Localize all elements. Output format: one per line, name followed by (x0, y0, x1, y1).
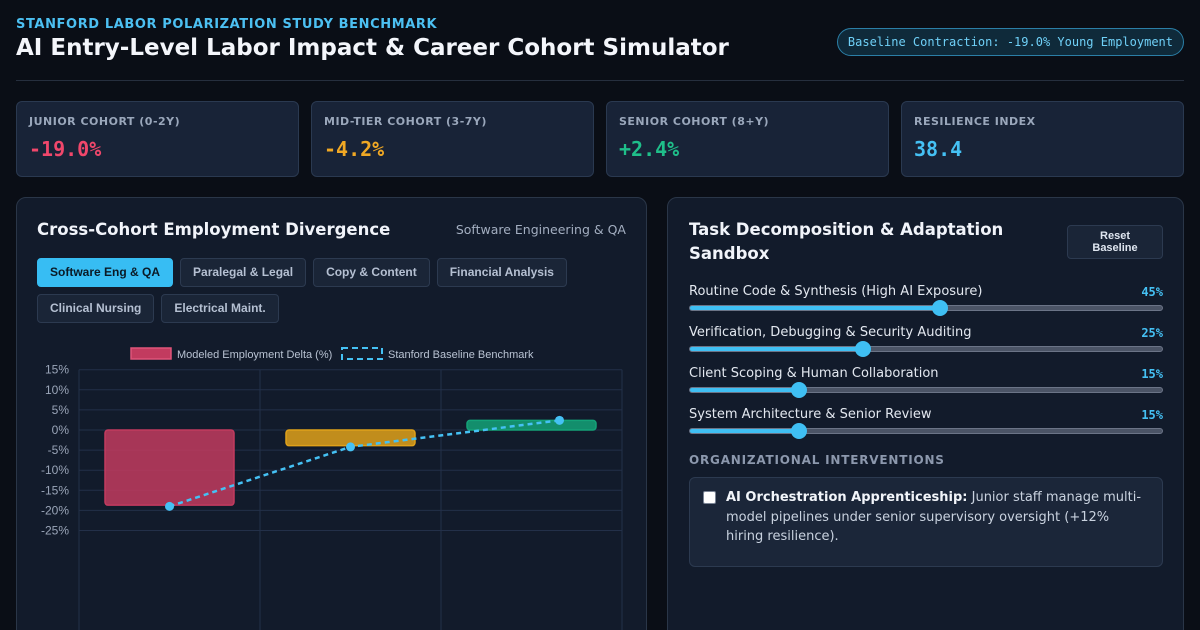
slider-thumb[interactable] (790, 382, 807, 398)
reset-baseline-button[interactable]: Reset Baseline (1067, 225, 1163, 259)
legend-swatch-benchmark (341, 347, 383, 360)
legend-label-benchmark: Stanford Baseline Benchmark (388, 349, 534, 361)
slider-label: Client Scoping & Human Collaboration (689, 366, 939, 381)
divergence-panel: Cross-Cohort Employment Divergence Softw… (16, 197, 647, 630)
bar-0 (104, 429, 235, 506)
apprenticeship-checkbox[interactable] (703, 491, 716, 504)
kpi-label: MID-TIER COHORT (3-7Y) (324, 115, 487, 128)
y-tick-label: 15% (45, 363, 69, 377)
y-tick-label: -15% (41, 483, 69, 497)
y-tick-label: -25% (41, 524, 69, 538)
bar-2 (466, 419, 597, 431)
page-title: AI Entry-Level Labor Impact & Career Coh… (16, 35, 729, 61)
slider-value: 45% (1141, 285, 1163, 299)
tab-clinical-nursing[interactable]: Clinical Nursing (37, 294, 155, 323)
intervention-title: AI Orchestration Apprenticeship: (726, 490, 968, 505)
baseline-badge: Baseline Contraction: -19.0% Young Emplo… (836, 28, 1184, 56)
sandbox-title: Task Decomposition & Adaptation Sandbox (689, 218, 1003, 266)
slider-thumb[interactable] (932, 300, 949, 316)
tab-software-eng[interactable]: Software Eng & QA (37, 258, 174, 287)
slider-fill (690, 429, 799, 433)
tab-paralegal[interactable]: Paralegal & Legal (180, 258, 307, 287)
kpi-card-mid: MID-TIER COHORT (3-7Y) -4.2% (311, 101, 594, 177)
tab-copy-content[interactable]: Copy & Content (313, 258, 430, 287)
y-tick-label: 0% (52, 423, 70, 437)
benchmark-point-1 (346, 442, 355, 452)
header-divider (16, 80, 1184, 81)
sandbox-panel: Task Decomposition & Adaptation Sandbox … (667, 197, 1184, 630)
kpi-label: JUNIOR COHORT (0-2Y) (29, 115, 181, 128)
slider-track[interactable] (689, 423, 1163, 439)
eyebrow-label: STANFORD LABOR POLARIZATION STUDY BENCHM… (16, 17, 438, 32)
slider-client-scoping: Client Scoping & Human Collaboration 15% (689, 366, 1163, 404)
slider-label: Routine Code & Synthesis (High AI Exposu… (689, 284, 983, 299)
kpi-card-junior: JUNIOR COHORT (0-2Y) -19.0% (16, 101, 299, 177)
y-tick-label: -20% (41, 503, 69, 517)
occupation-tabs: Software Eng & QA Paralegal & Legal Copy… (37, 258, 597, 323)
chart-panel-subtitle: Software Engineering & QA (455, 222, 626, 237)
chart-panel-title: Cross-Cohort Employment Divergence (37, 220, 391, 239)
kpi-card-senior: SENIOR COHORT (8+Y) +2.4% (606, 101, 889, 177)
legend-swatch-delta (130, 347, 172, 360)
slider-thumb[interactable] (855, 341, 872, 357)
slider-track[interactable] (689, 382, 1163, 398)
slider-routine-code: Routine Code & Synthesis (High AI Exposu… (689, 284, 1163, 322)
y-tick-label: 10% (45, 383, 69, 397)
benchmark-point-2 (555, 415, 564, 425)
reset-label-line-2: Baseline (1092, 242, 1138, 254)
slider-label: Verification, Debugging & Security Audit… (689, 325, 972, 340)
tab-electrical-maint[interactable]: Electrical Maint. (161, 294, 279, 323)
kpi-value: 38.4 (914, 137, 963, 161)
kpi-label: SENIOR COHORT (8+Y) (619, 115, 770, 128)
sandbox-title-line-2: Sandbox (689, 244, 770, 263)
kpi-value: -19.0% (29, 137, 102, 161)
kpi-card-resilience: RESILIENCE INDEX 38.4 (901, 101, 1184, 177)
slider-value: 15% (1141, 408, 1163, 422)
slider-track[interactable] (689, 300, 1163, 316)
slider-value: 25% (1141, 326, 1163, 340)
sandbox-title-line-1: Task Decomposition & Adaptation (689, 220, 1004, 239)
reset-label-line-1: Reset (1100, 230, 1130, 242)
divergence-chart: 15% 10% 5% 0% -5% -10% -15% -20% -25% Modeled Emp… (41, 347, 623, 630)
y-tick-label: -10% (41, 463, 69, 477)
slider-system-architecture: System Architecture & Senior Review 15% (689, 407, 1163, 445)
legend-label-delta: Modeled Employment Delta (%) (177, 349, 332, 361)
kpi-value: -4.2% (324, 137, 385, 161)
y-tick-label: 5% (52, 403, 70, 417)
slider-fill (690, 388, 799, 392)
intervention-description: AI Orchestration Apprenticeship: Junior … (726, 488, 1146, 547)
kpi-value: +2.4% (619, 137, 680, 161)
benchmark-point-0 (165, 501, 174, 511)
interventions-heading: ORGANIZATIONAL INTERVENTIONS (689, 453, 945, 467)
intervention-apprenticeship: AI Orchestration Apprenticeship: Junior … (689, 477, 1163, 567)
kpi-label: RESILIENCE INDEX (914, 115, 1036, 128)
tab-financial-analysis[interactable]: Financial Analysis (436, 258, 567, 287)
slider-verification: Verification, Debugging & Security Audit… (689, 325, 1163, 363)
slider-label: System Architecture & Senior Review (689, 407, 932, 422)
slider-value: 15% (1141, 367, 1163, 381)
slider-fill (690, 347, 864, 351)
intervention-body: Junior staff manage multi-model pipeline… (726, 490, 1142, 544)
slider-thumb[interactable] (790, 423, 807, 439)
slider-fill (690, 306, 941, 310)
slider-track[interactable] (689, 341, 1163, 357)
y-tick-label: -5% (48, 443, 70, 457)
